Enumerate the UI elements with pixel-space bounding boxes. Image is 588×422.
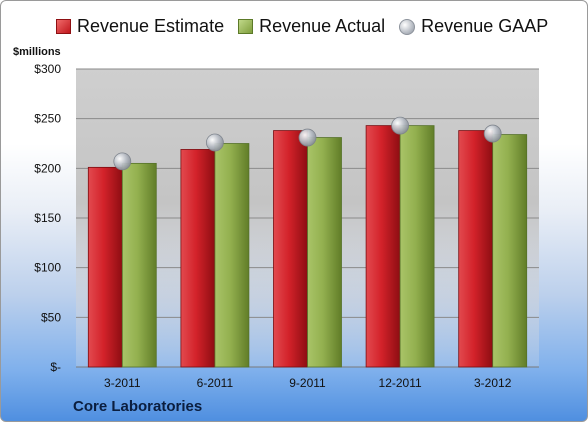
y-tick-label: $50 [41,310,61,324]
x-tick-label: 12-2011 [379,376,422,390]
marker-revenue-gaap [113,152,132,171]
x-tick-label: 9-2011 [289,376,326,390]
bar-revenue-actual [214,143,250,368]
legend: Revenue Estimate Revenue Actual Revenue … [56,16,562,37]
x-tick-label: 6-2011 [197,376,234,390]
bar-revenue-estimate [365,125,401,368]
company-name: Core Laboratories [73,398,203,415]
bar-revenue-estimate [458,130,494,368]
x-tick-label: 3-2011 [104,376,141,390]
marker-revenue-gaap [298,128,317,147]
legend-label-actual: Revenue Actual [259,16,386,36]
marker-revenue-gaap [391,116,410,135]
legend-swatch-estimate [56,19,71,34]
bar-revenue-estimate [87,166,123,368]
y-tick-label: $100 [34,261,61,275]
legend-item-actual: Revenue Actual [238,16,385,37]
legend-marker-gaap [399,18,416,35]
legend-label-gaap: Revenue GAAP [421,16,549,36]
bar-revenue-actual [492,134,528,368]
bar-revenue-actual [307,137,342,368]
y-tick-label: $- [50,360,61,374]
bar-revenue-actual [121,162,157,368]
legend-item-estimate: Revenue Estimate [56,16,224,37]
y-tick-label: $300 [34,62,61,76]
bar-revenue-actual [399,125,435,368]
legend-item-gaap: Revenue GAAP [399,16,548,37]
y-axis-unit-label: $millions [13,46,61,58]
legend-label-estimate: Revenue Estimate [77,16,225,36]
y-tick-label: $200 [34,161,61,175]
legend-swatch-actual [238,19,254,34]
x-tick-label: 3-2012 [474,376,512,390]
bar-revenue-estimate [273,130,308,368]
bar-revenue-estimate [180,149,216,368]
y-tick-label: $250 [34,112,61,126]
y-tick-label: $150 [34,211,61,225]
marker-revenue-gaap [205,133,224,152]
marker-revenue-gaap [483,124,502,143]
